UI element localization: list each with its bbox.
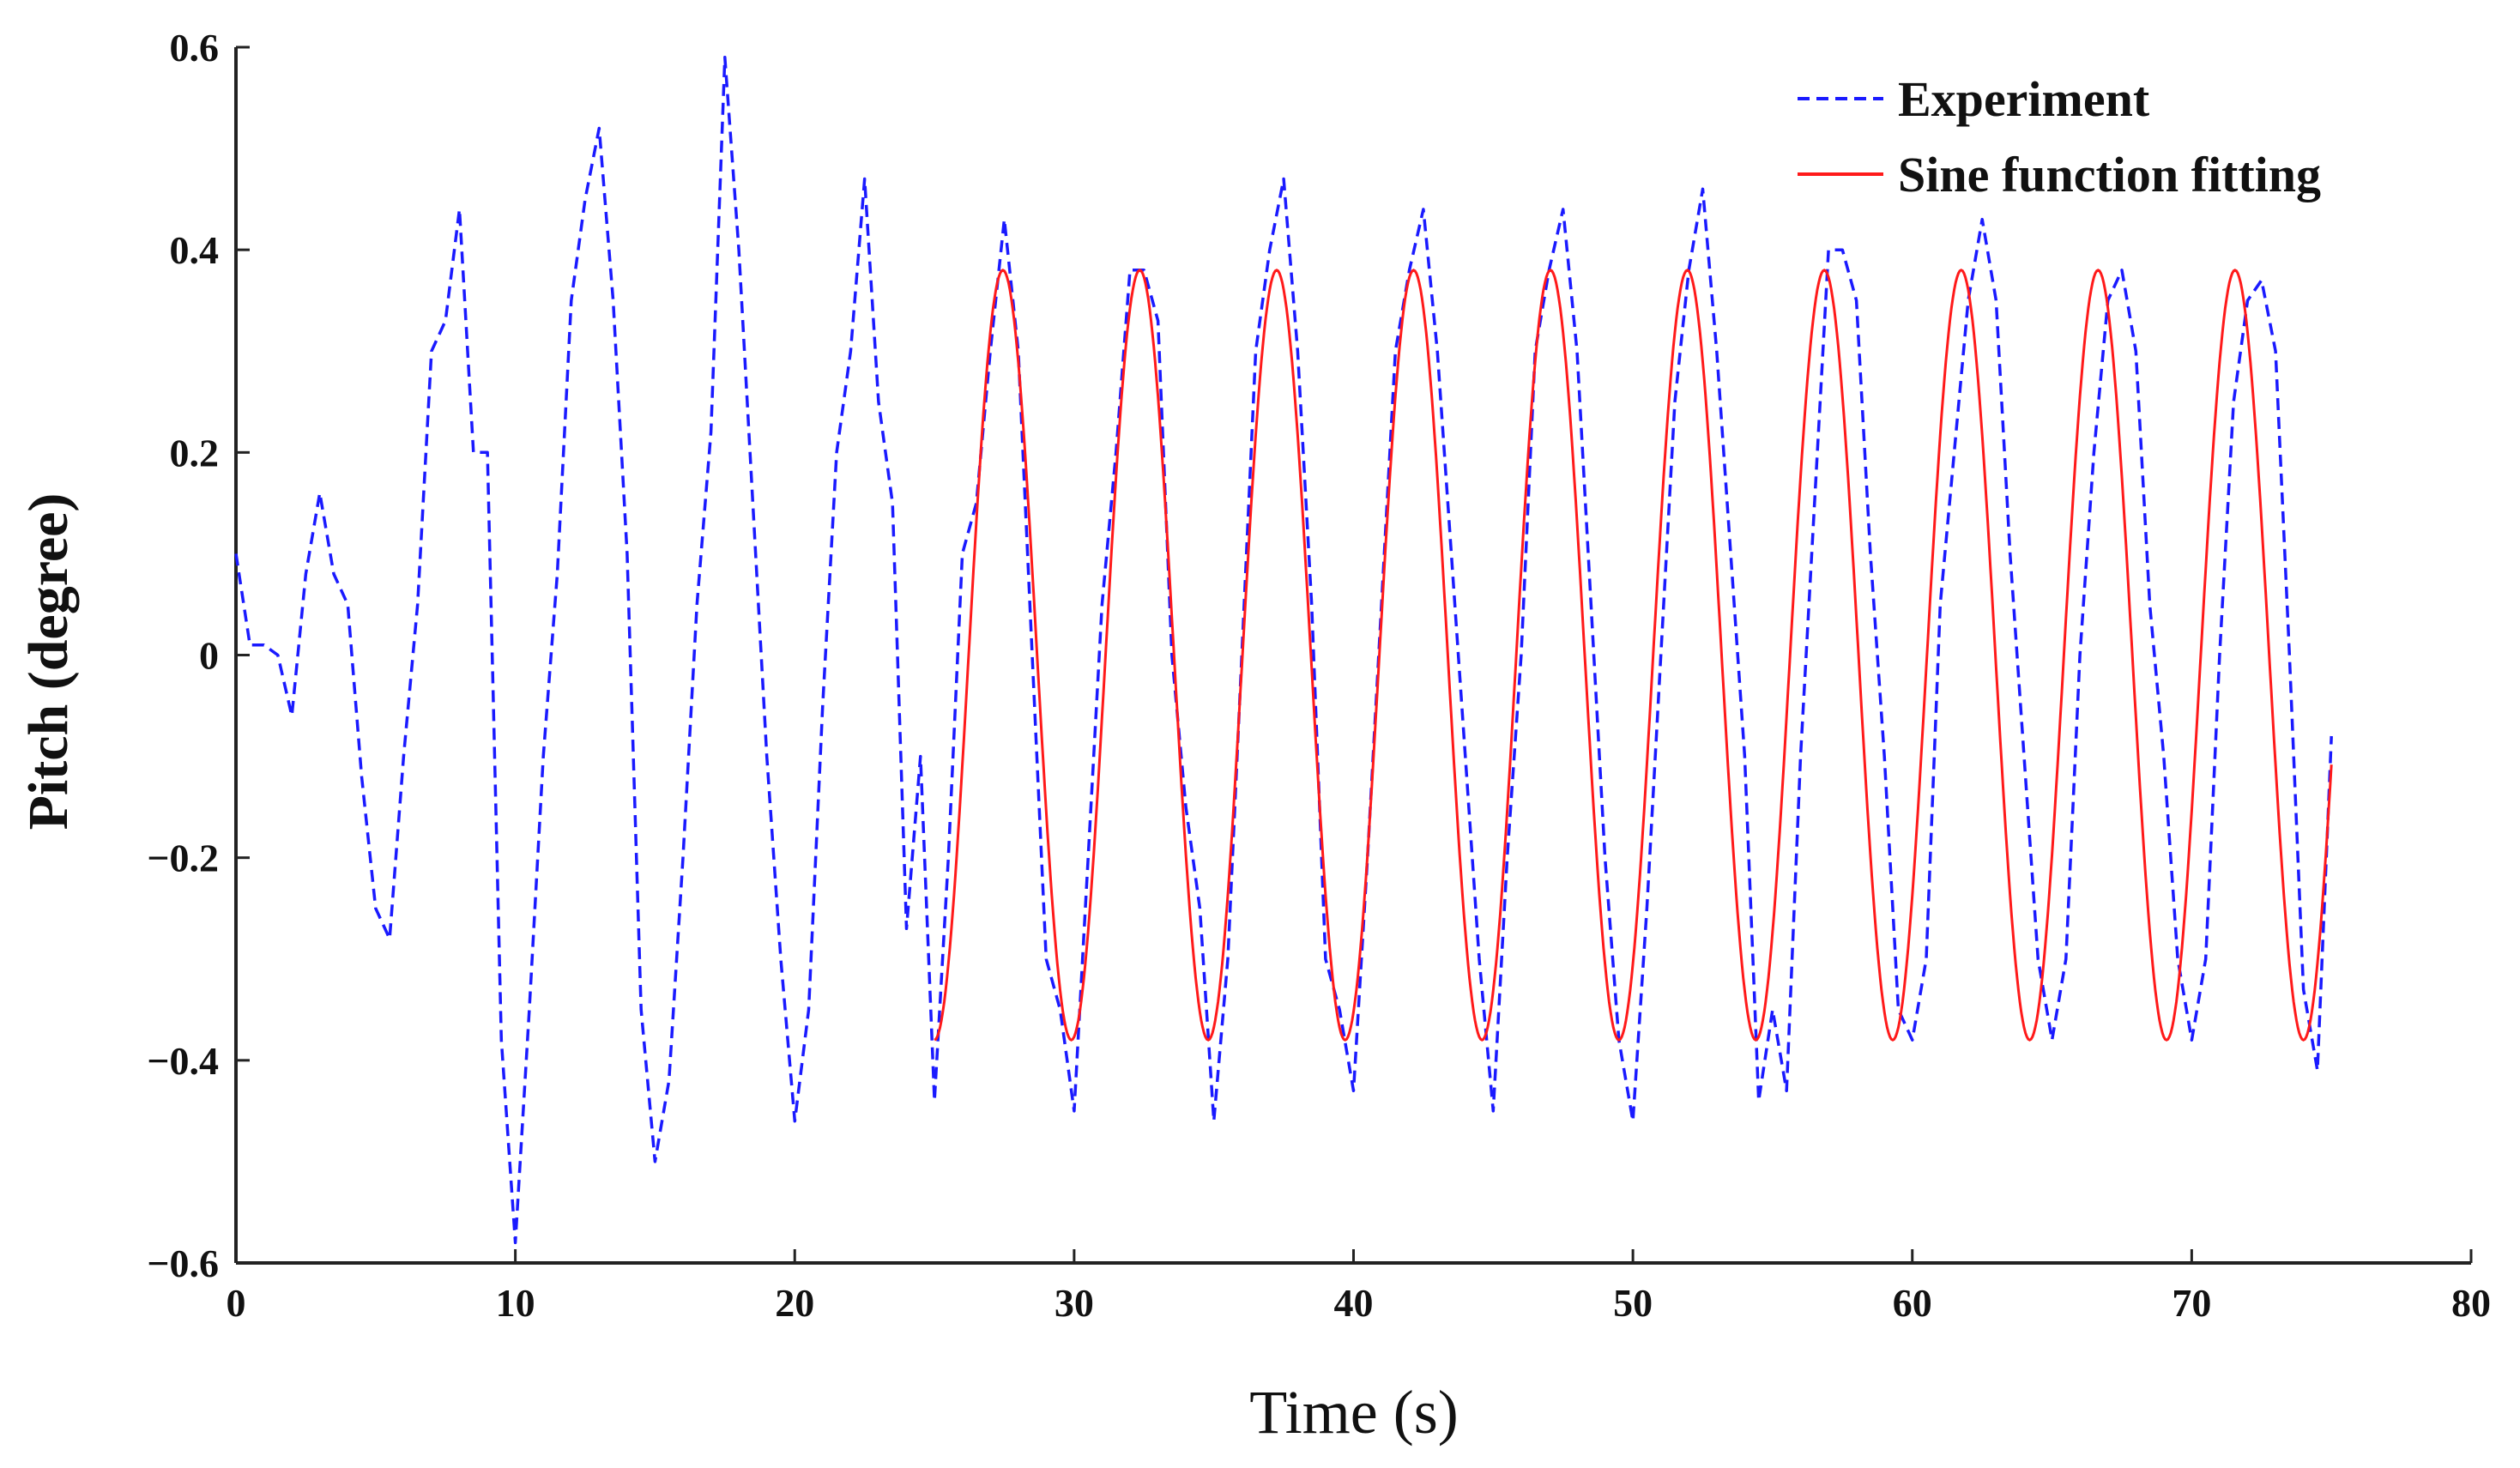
x-tick-label: 70	[2172, 1281, 2211, 1325]
axes: 0.60.40.20−0.2−0.4−0.60 10 20 30 40 50 60 70 80	[147, 26, 2491, 1325]
x-tick-label: 0	[227, 1281, 246, 1325]
sine-fit-series-line	[934, 269, 2333, 1042]
x-axis-title: Time (s)	[1249, 1378, 1458, 1447]
legend-label-sine-fit: Sine function fitting	[1898, 147, 2321, 202]
series-layer	[234, 56, 2333, 1245]
y-tick-label: 0.4	[170, 228, 220, 272]
legend-label-experiment: Experiment	[1898, 71, 2150, 127]
x-tick-label: 20	[775, 1281, 814, 1325]
y-axis-title: Pitch (degree)	[17, 493, 80, 831]
y-tick-label: 0	[199, 634, 219, 678]
x-tick-label: 30	[1055, 1281, 1094, 1325]
legend: Experiment Sine function fitting	[1798, 71, 2321, 202]
x-tick-label: 50	[1613, 1281, 1653, 1325]
y-tick-label: 0.6	[170, 26, 220, 69]
x-tick-label: 10	[496, 1281, 535, 1325]
x-tick-label: 80	[2451, 1281, 2491, 1325]
x-tick-label: 40	[1334, 1281, 1374, 1325]
y-tick-label: −0.6	[147, 1241, 219, 1285]
y-tick-label: 0.2	[170, 431, 220, 474]
y-tick-label: −0.4	[147, 1039, 219, 1083]
experiment-series-line	[234, 56, 2333, 1245]
y-tick-label: −0.2	[147, 837, 219, 880]
x-tick-label: 60	[1893, 1281, 1932, 1325]
